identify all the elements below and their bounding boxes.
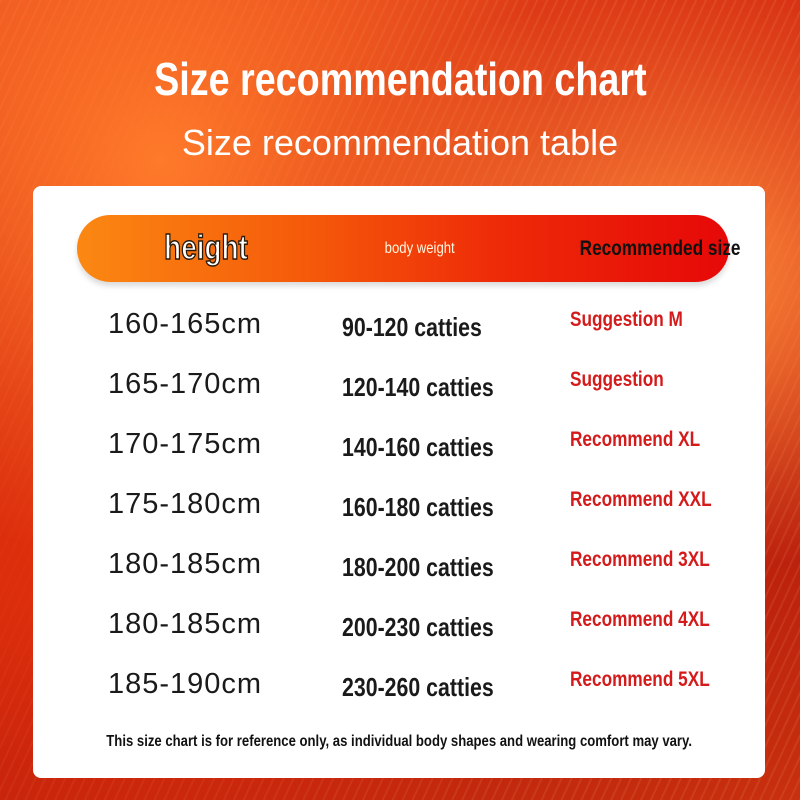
header-height: height (164, 228, 249, 268)
disclaimer-note: This size chart is for reference only, a… (106, 733, 692, 750)
table-row: 180-185cm 180-200 catties Recommend 3XL (33, 548, 765, 608)
weight-cell: 180-200 catties (342, 552, 494, 582)
page-title: Size recommendation chart (153, 53, 647, 105)
size-cell: Suggestion M (570, 308, 683, 331)
size-cell: Recommend XXL (570, 488, 712, 511)
height-cell: 185-190cm (108, 668, 263, 700)
table-row: 175-180cm 160-180 catties Recommend XXL (33, 488, 765, 548)
table-row: 185-190cm 230-260 catties Recommend 5XL (33, 668, 765, 728)
weight-cell: 120-140 catties (342, 372, 494, 402)
size-cell: Suggestion (570, 368, 664, 391)
size-cell: Recommend XL (570, 428, 701, 451)
height-cell: 160-165cm (108, 308, 263, 340)
header-weight: body weight (384, 240, 455, 257)
height-cell: 170-175cm (108, 428, 263, 460)
weight-cell: 140-160 catties (342, 432, 494, 462)
size-cell: Recommend 5XL (570, 668, 710, 691)
height-cell: 175-180cm (108, 488, 263, 520)
weight-cell: 200-230 catties (342, 612, 494, 642)
height-cell: 180-185cm (108, 548, 263, 580)
header-size: Recommended size (579, 237, 741, 260)
table-row: 180-185cm 200-230 catties Recommend 4XL (33, 608, 765, 668)
size-cell: Recommend 3XL (570, 548, 710, 571)
weight-cell: 90-120 catties (342, 312, 482, 342)
table-row: 170-175cm 140-160 catties Recommend XL (33, 428, 765, 488)
size-cell: Recommend 4XL (570, 608, 710, 631)
table-row: 160-165cm 90-120 catties Suggestion M (33, 308, 765, 368)
weight-cell: 230-260 catties (342, 672, 494, 702)
size-table-card: height body weight Recommended size 160-… (33, 186, 765, 778)
height-cell: 180-185cm (108, 608, 263, 640)
table-row: 165-170cm 120-140 catties Suggestion (33, 368, 765, 428)
page-subtitle: Size recommendation table (181, 122, 619, 163)
weight-cell: 160-180 catties (342, 492, 494, 522)
table-header: height body weight Recommended size (77, 215, 740, 282)
height-cell: 165-170cm (108, 368, 263, 400)
